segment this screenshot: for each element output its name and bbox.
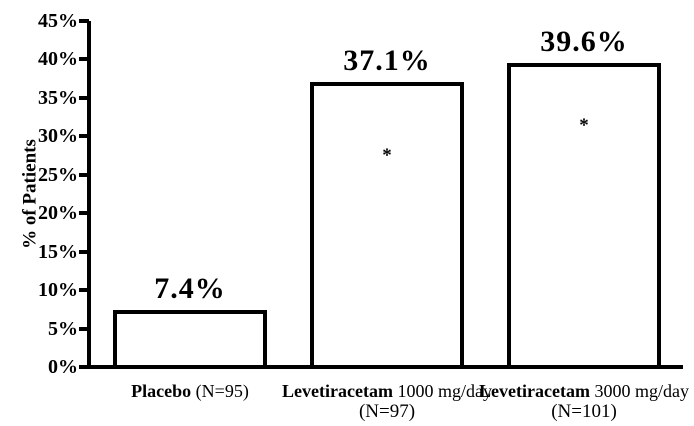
y-tick-mark [79,19,89,23]
x-category-detail: 1000 mg/day [392,381,492,401]
x-category-label-line1: Levetiracetam 1000 mg/day [275,381,499,401]
y-tick-label: 20% [38,202,78,225]
y-tick-label: 10% [38,279,78,302]
x-category-label: Levetiracetam 3000 mg/day (N=101) [472,381,694,422]
bar-value-label: 37.1% [343,43,431,77]
x-category-name: Placebo [131,381,192,401]
x-category-label: Levetiracetam 1000 mg/day (N=97) [275,381,499,422]
y-tick-mark [79,134,89,139]
y-tick-label: 30% [38,125,78,148]
x-category-label-line1: Levetiracetam 3000 mg/day [472,381,694,401]
bar-value-label: 39.6% [540,24,628,58]
bar [310,81,464,369]
x-category-detail: (N=95) [191,381,249,401]
y-tick-mark [79,365,89,369]
significance-asterisk: * [579,114,589,136]
y-axis-line [87,21,91,369]
x-category-label-line1: Placebo (N=95) [78,381,302,401]
y-tick-mark [79,172,89,177]
x-category-name: Levetiracetam [479,381,590,401]
bar [113,310,267,369]
y-tick-label: 40% [38,48,78,71]
y-tick-label: 0% [48,356,78,378]
y-tick-mark [79,288,89,293]
significance-asterisk: * [382,144,392,166]
y-tick-label: 25% [38,163,78,186]
y-tick-label: 35% [38,86,78,109]
x-category-label: Placebo (N=95) [78,381,302,401]
x-category-name: Levetiracetam [282,381,393,401]
y-tick-label: 45% [38,10,78,32]
y-tick-mark [79,211,89,216]
y-tick-label: 15% [38,240,78,263]
x-category-label-line2: (N=101) [551,401,617,422]
y-tick-mark [79,326,89,331]
x-category-detail: 3000 mg/day [589,381,689,401]
x-category-label-line2: (N=97) [358,401,416,422]
bar [507,62,661,369]
y-tick-label: 5% [48,317,78,340]
bar-value-label: 7.4% [154,272,226,306]
y-tick-mark [79,95,89,100]
y-tick-mark [79,57,89,62]
y-tick-mark [79,249,89,254]
